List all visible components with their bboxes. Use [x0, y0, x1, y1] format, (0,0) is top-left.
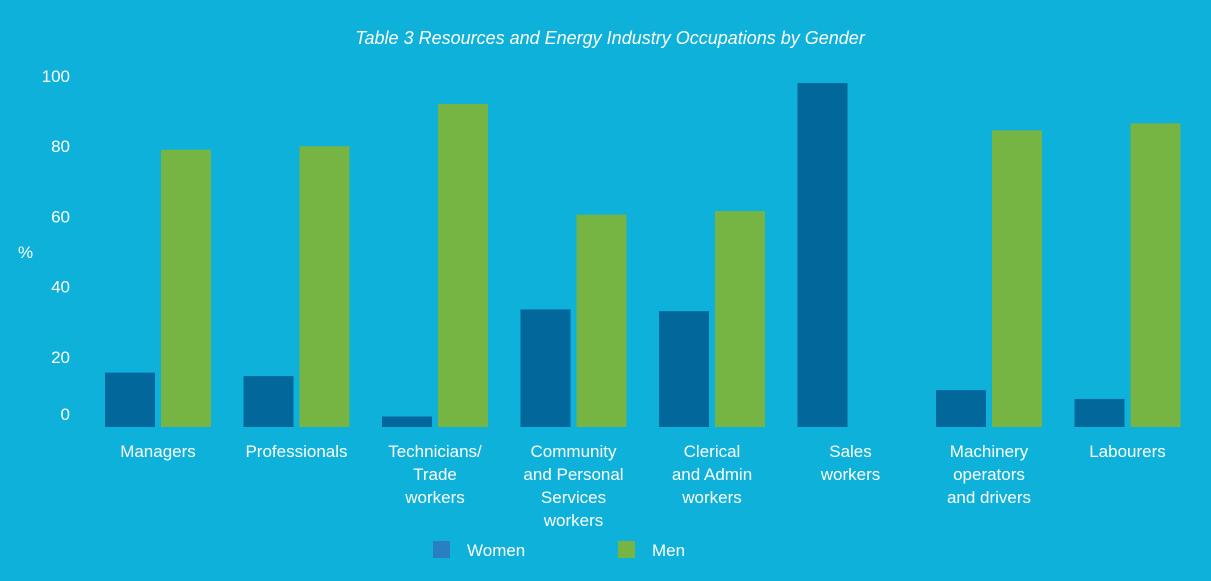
- y-tick-label: 100: [42, 67, 70, 86]
- legend-swatch-men: [618, 541, 635, 558]
- bar-women: [382, 416, 432, 427]
- category-label: Sales workers: [820, 442, 881, 484]
- category-label: Clerical and Admin workers: [672, 442, 752, 507]
- bar-women: [520, 309, 571, 427]
- chart-title: Table 3 Resources and Energy Industry Oc…: [355, 28, 866, 48]
- y-tick-label: 20: [51, 348, 70, 367]
- legend-label-women: Women: [467, 541, 525, 560]
- legend: Women Men: [433, 541, 685, 560]
- y-axis-ticks: 0 20 40 60 80 100: [42, 67, 70, 424]
- category-label: Technicians/Trade workers: [388, 442, 482, 507]
- bar-men: [1130, 123, 1181, 427]
- bar-men: [161, 149, 211, 427]
- category-label: Labourers: [1089, 442, 1166, 461]
- y-tick-label: 80: [51, 137, 70, 156]
- bar-men: [576, 214, 627, 427]
- category-label: Professionals: [245, 442, 347, 461]
- legend-swatch-women: [433, 541, 450, 558]
- bar-women: [797, 83, 848, 428]
- bars: [105, 83, 1181, 428]
- category-label: Community and Personal Services workers: [523, 442, 623, 530]
- y-tick-label: 40: [51, 278, 70, 297]
- y-axis-label: %: [18, 243, 33, 262]
- bar-women: [105, 372, 155, 427]
- y-tick-label: 0: [61, 405, 70, 424]
- category-label: Managers: [120, 442, 196, 461]
- legend-label-men: Men: [652, 541, 685, 560]
- bar-men: [715, 211, 765, 427]
- bar-women: [1074, 398, 1125, 427]
- bar-women: [243, 376, 294, 427]
- bar-men: [438, 104, 488, 427]
- bar-women: [659, 311, 709, 427]
- bar-women: [936, 390, 986, 427]
- bar-men: [299, 146, 350, 427]
- category-labels: Managers Professionals Technicians/Trade wo…: [120, 442, 1166, 530]
- bar-men: [992, 130, 1042, 427]
- y-tick-label: 60: [51, 207, 70, 226]
- category-label: Machinery operators and drivers: [947, 442, 1031, 507]
